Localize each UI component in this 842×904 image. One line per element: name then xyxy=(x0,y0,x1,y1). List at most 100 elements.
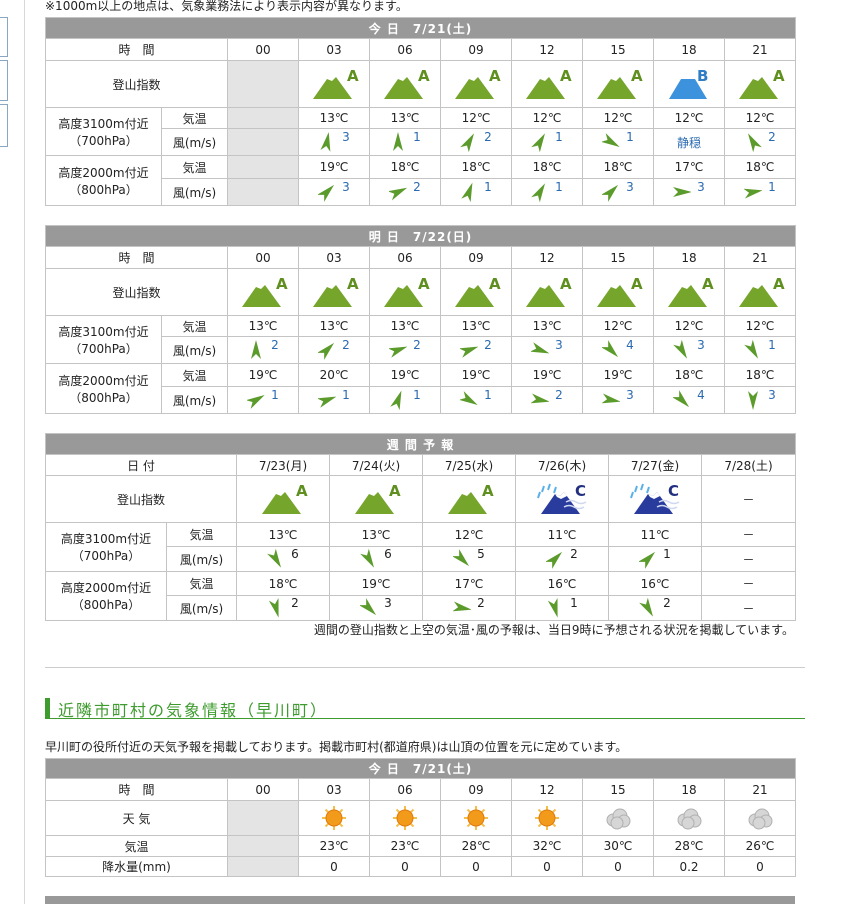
wind-speed: 6 xyxy=(291,547,299,561)
mountain xyxy=(262,492,301,514)
sun-ray xyxy=(466,822,472,828)
index-cell: C xyxy=(608,475,702,523)
weekly-note: 週間の登山指数と上空の気温･風の予報は、当日9時に予想される状況を掲載しています… xyxy=(313,623,794,637)
wind-arrow-icon xyxy=(744,188,763,199)
wind-cell: 1 xyxy=(515,595,609,621)
wind-arrow-icon xyxy=(531,342,550,354)
rain xyxy=(646,486,650,494)
wind-arrow xyxy=(602,393,621,404)
index-icon: C xyxy=(630,482,680,514)
wind-arrow xyxy=(318,184,335,202)
index-cell: A xyxy=(724,268,796,316)
wind-mark xyxy=(565,499,587,505)
wind-cell: 3 xyxy=(298,178,370,206)
temp-cell: 11℃ xyxy=(515,522,609,547)
index-cell: A xyxy=(227,268,299,316)
wind-arrow xyxy=(639,551,656,569)
temp-label: 気温 xyxy=(166,522,237,547)
temp-cell: 19℃ xyxy=(298,155,370,179)
wind-speed: 4 xyxy=(697,388,705,402)
wind-arrow-icon xyxy=(453,549,470,567)
wind-arrow xyxy=(744,339,759,359)
mountain xyxy=(313,285,352,307)
index-icon: A xyxy=(668,275,714,307)
mountain xyxy=(739,77,778,99)
temp-cell: 13℃ xyxy=(440,315,512,337)
precip-cell: 0 xyxy=(298,856,370,877)
wind-speed: 2 xyxy=(291,596,299,610)
index-icon: A xyxy=(448,482,494,514)
wind-arrow-icon xyxy=(461,182,473,203)
column-label: 日 付 xyxy=(45,454,237,476)
weather-icon xyxy=(606,808,631,830)
temp-cell: 17℃ xyxy=(653,155,725,179)
wind-mark xyxy=(563,504,585,510)
index-letter: A xyxy=(276,275,288,293)
wind-arrow-icon xyxy=(360,548,375,568)
sun-ray xyxy=(480,808,486,814)
temp-label: 気温 xyxy=(166,571,237,596)
wind-speed: 1 xyxy=(555,130,563,144)
index-icon: A xyxy=(739,67,785,99)
wind-arrow xyxy=(546,551,563,569)
temp-cell: 13℃ xyxy=(369,315,441,337)
precip-cell: 0 xyxy=(440,856,512,877)
temp-cell: 12℃ xyxy=(511,107,583,129)
column-head: 06 xyxy=(369,778,441,801)
cloud xyxy=(752,816,766,830)
wind-speed: 1 xyxy=(768,180,776,194)
wind-speed: 2 xyxy=(413,338,421,352)
wind-arrow xyxy=(390,390,402,411)
wind-arrow-icon xyxy=(453,601,472,612)
index-cell: A xyxy=(298,60,370,108)
temp-cell: 19℃ xyxy=(369,363,441,387)
wind-arrow-icon xyxy=(247,395,265,409)
column-head: 00 xyxy=(227,38,299,61)
index-cell: A xyxy=(440,268,512,316)
wind-arrow xyxy=(748,133,763,153)
index-letter: A xyxy=(489,275,501,293)
temp-cell: 18℃ xyxy=(653,363,725,387)
wind-speed: 2 xyxy=(342,338,350,352)
wind-speed: 3 xyxy=(626,180,634,194)
index-icon: A xyxy=(597,67,643,99)
level-pressure: （800hPa） xyxy=(69,390,138,405)
wind-cell xyxy=(227,128,299,156)
column-head: 18 xyxy=(653,778,725,801)
level-label: 高度2000m付近 （800hPa） xyxy=(45,155,162,206)
index-cell: A xyxy=(582,268,654,316)
column-head: 7/27(金) xyxy=(608,454,702,476)
weather-cell xyxy=(369,800,441,836)
column-head: 18 xyxy=(653,246,725,269)
mountain xyxy=(526,285,565,307)
wind-speed: 1 xyxy=(663,547,671,561)
temp-cell: 19℃ xyxy=(582,363,654,387)
sun-ray xyxy=(537,808,543,814)
level-label: 高度3100m付近 （700hPa） xyxy=(45,315,162,364)
wind-arrow-icon xyxy=(673,187,692,197)
wind-cell: 2 xyxy=(227,336,299,364)
mountain xyxy=(739,285,778,307)
temp-cell: 12℃ xyxy=(724,315,796,337)
wind-speed: 2 xyxy=(570,547,578,561)
sun-ray xyxy=(409,808,415,814)
column-label: 時 間 xyxy=(45,38,228,61)
column-label: 時 間 xyxy=(45,246,228,269)
wind-label: 風(m/s) xyxy=(161,336,228,364)
wind-arrow xyxy=(531,183,546,203)
wind-speed: 4 xyxy=(626,338,634,352)
rain xyxy=(553,486,557,494)
wind-arrow xyxy=(531,393,550,404)
column-head: 09 xyxy=(440,246,512,269)
divider xyxy=(24,0,25,904)
column-head: 09 xyxy=(440,778,512,801)
temp-cell: 28℃ xyxy=(653,835,725,857)
wind-arrow xyxy=(673,390,690,408)
sun-ray xyxy=(395,822,401,828)
wind-cell: 2 xyxy=(422,595,516,621)
temp-cell: 18℃ xyxy=(511,155,583,179)
temp-cell: 19℃ xyxy=(329,571,423,596)
table-header: 今 日 7/21(土) xyxy=(45,758,796,779)
wind-arrow-icon xyxy=(360,598,377,616)
